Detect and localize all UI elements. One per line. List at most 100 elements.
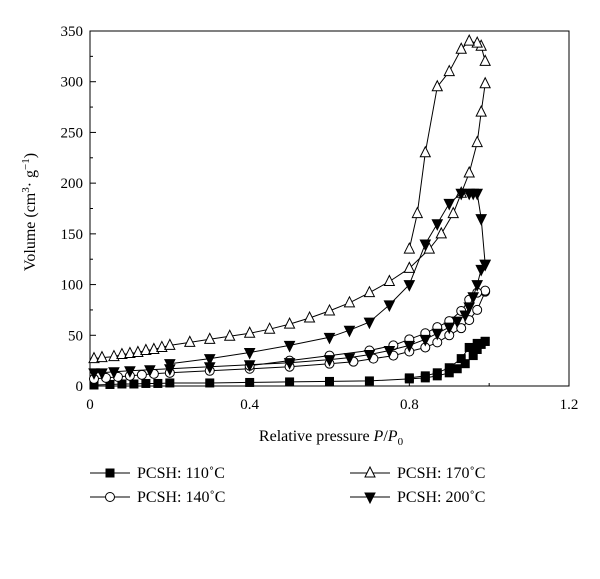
series-2-adsorption-point <box>243 326 256 338</box>
series-0 <box>89 336 490 390</box>
x-tick-label: 0.8 <box>400 397 419 413</box>
series-3-adsorption-point <box>431 328 444 341</box>
series-3-adsorption-point <box>343 353 356 365</box>
series-0-adsorption-point <box>205 378 215 388</box>
series-3-desorption-point <box>479 259 491 272</box>
series-1-adsorption-point <box>136 369 147 380</box>
legend-marker <box>364 465 376 478</box>
series-3-adsorption-point <box>419 334 432 347</box>
series-3-adsorption-point <box>383 346 396 358</box>
series-0-desorption-point <box>480 336 490 346</box>
y-tick-label: 300 <box>61 75 84 91</box>
series-0-adsorption-point <box>165 378 175 388</box>
legend-label: PCSH: 110˚C <box>137 465 225 482</box>
series-2-adsorption-point <box>363 285 376 298</box>
series-0-adsorption-point <box>364 376 374 386</box>
series-3-adsorption-point <box>323 355 336 367</box>
series-3-adsorption-point <box>451 316 464 329</box>
series-2 <box>88 34 491 364</box>
series-2-adsorption-point <box>116 347 128 360</box>
legend-item-3: PCSH: 200˚C <box>350 489 485 506</box>
series-3-desorption-point <box>431 219 444 231</box>
series-3-desorption-point <box>243 348 256 360</box>
series-2-adsorption-point <box>475 105 487 117</box>
series-3-desorption-point <box>164 359 176 371</box>
series-3-desorption-point <box>203 354 216 366</box>
plot-frame <box>89 30 570 387</box>
series-0-adsorption-point <box>141 378 151 388</box>
series-3-adsorption-point <box>467 292 480 304</box>
series-2-desorption-point <box>471 36 484 48</box>
series-2-adsorption-point <box>164 338 176 350</box>
series-2-adsorption-point <box>447 206 460 219</box>
series-3-desorption-point <box>363 317 376 330</box>
series-2-adsorption-point <box>283 317 296 329</box>
series-3-adsorption-point <box>283 358 296 370</box>
series-3-desorption-point <box>323 332 336 345</box>
y-axis-title: Volume (cm3· g−1) <box>20 153 39 271</box>
x-axis-title: Relative pressure P/P0 <box>259 428 404 448</box>
series-2-adsorption-point <box>88 351 100 364</box>
series-3-desorption-point <box>475 214 487 226</box>
y-tick-label: 0 <box>76 379 84 395</box>
legend-label: PCSH: 170˚C <box>397 465 485 482</box>
legend-item-0: PCSH: 110˚C <box>90 465 225 482</box>
series-3 <box>88 188 491 380</box>
series-2-adsorption-point <box>108 349 120 362</box>
series-3-desorption-point <box>463 188 476 201</box>
y-tick-label: 150 <box>61 227 84 243</box>
series-2-desorption-point <box>411 206 424 219</box>
series-1-adsorption-point <box>472 304 483 315</box>
series-0-adsorption-point <box>325 376 334 386</box>
y-tick-label: 250 <box>61 125 84 141</box>
series-0-adsorption-point <box>117 379 127 389</box>
y-tick-label: 50 <box>68 328 83 344</box>
series-2-adsorption-point <box>132 345 144 358</box>
legend-item-1: PCSH: 140˚C <box>90 489 225 506</box>
y-axis-ticks: 0 50 100 150 200 250 300 350 <box>61 24 96 395</box>
plot-border <box>89 30 570 387</box>
series-3-adsorption-point <box>108 367 120 379</box>
series-2-adsorption-point <box>403 261 416 273</box>
series-layer <box>88 34 491 390</box>
series-2-adsorption-point <box>156 340 168 352</box>
x-axis-ticks: 0 0.4 0.8 1.2 <box>86 380 578 413</box>
series-3-desorption-point <box>343 325 356 338</box>
series-3-adsorption-point <box>363 350 376 362</box>
series-3-desorption-point <box>383 300 396 312</box>
series-2-desorption-point <box>443 64 456 77</box>
series-0-desorption-point <box>420 371 430 381</box>
series-3-adsorption-point <box>403 340 416 353</box>
series-0-desorption-point <box>432 368 442 378</box>
series-3-desorption-point <box>403 280 416 292</box>
series-2-adsorption-point <box>263 322 276 334</box>
series-2-desorption-point <box>455 42 468 54</box>
x-tick-label: 1.2 <box>560 397 579 413</box>
series-2-adsorption-point <box>479 76 491 89</box>
series-3-adsorption-point <box>124 366 136 378</box>
series-2-desorption-point <box>431 79 444 92</box>
series-2-adsorption-point <box>343 295 356 308</box>
series-2-adsorption-point <box>148 342 160 354</box>
legend: PCSH: 110˚C PCSH: 140˚C PCSH: 170˚C PCSH: 2… <box>90 465 485 506</box>
legend-label: PCSH: 140˚C <box>137 489 225 506</box>
series-0-desorption-point <box>456 354 466 364</box>
legend-marker <box>364 492 376 505</box>
series-3-adsorption-point <box>144 365 156 377</box>
y-tick-label: 100 <box>61 278 84 294</box>
series-3-desorption-point <box>443 198 456 211</box>
series-1-adsorption-line <box>93 291 486 380</box>
series-0-adsorption-point <box>245 377 255 387</box>
x-tick-label: 0 <box>86 397 94 413</box>
series-3-desorption-point <box>455 188 468 201</box>
series-2-adsorption-point <box>303 310 316 323</box>
series-2-desorption-point <box>463 34 476 46</box>
y-tick-label: 350 <box>61 24 84 40</box>
legend-label: PCSH: 200˚C <box>397 489 485 506</box>
series-3-desorption-point <box>419 239 432 252</box>
series-3-adsorption-point <box>243 360 256 372</box>
series-2-desorption-point <box>419 145 432 158</box>
series-2-adsorption-point <box>203 332 216 344</box>
series-1-adsorption-point <box>456 323 467 334</box>
